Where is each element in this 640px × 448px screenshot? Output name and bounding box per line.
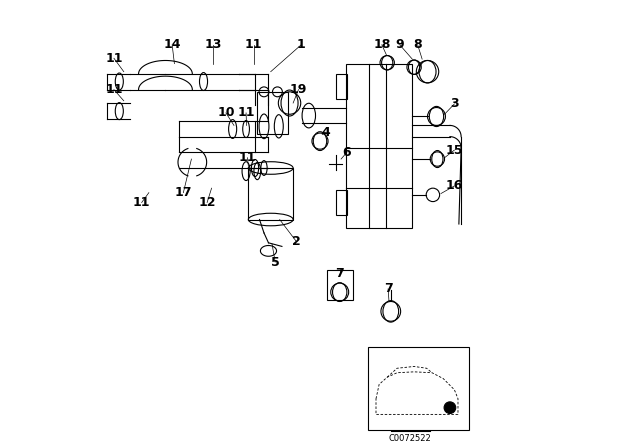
Text: 18: 18 bbox=[373, 38, 390, 52]
Text: 11: 11 bbox=[105, 52, 123, 65]
Bar bbox=[257, 92, 288, 134]
Text: 2: 2 bbox=[292, 235, 301, 249]
Text: 10: 10 bbox=[217, 106, 235, 120]
Bar bbox=[369, 347, 469, 430]
Text: 19: 19 bbox=[290, 83, 307, 96]
Text: 14: 14 bbox=[163, 38, 181, 52]
Bar bbox=[336, 74, 347, 99]
Text: 16: 16 bbox=[445, 179, 463, 193]
Text: 1: 1 bbox=[297, 38, 305, 52]
Text: 6: 6 bbox=[342, 146, 351, 159]
Text: 11: 11 bbox=[237, 106, 255, 120]
Bar bbox=[336, 190, 347, 215]
Bar bbox=[248, 168, 293, 220]
Text: 11: 11 bbox=[133, 196, 150, 209]
Text: 15: 15 bbox=[445, 143, 463, 157]
Text: 13: 13 bbox=[205, 38, 222, 52]
Text: 9: 9 bbox=[396, 38, 404, 52]
Text: 11: 11 bbox=[239, 151, 256, 164]
Text: 4: 4 bbox=[321, 125, 330, 139]
Text: 12: 12 bbox=[198, 196, 216, 209]
Text: 7: 7 bbox=[335, 267, 344, 280]
Text: 8: 8 bbox=[413, 38, 422, 52]
Text: C0072522: C0072522 bbox=[388, 434, 431, 443]
Text: 17: 17 bbox=[175, 186, 192, 199]
Text: 7: 7 bbox=[384, 282, 392, 296]
Text: 11: 11 bbox=[105, 83, 123, 96]
Circle shape bbox=[444, 402, 456, 414]
Text: 5: 5 bbox=[271, 255, 280, 269]
Bar bbox=[327, 270, 353, 300]
Text: 3: 3 bbox=[450, 97, 459, 111]
Text: 11: 11 bbox=[245, 38, 262, 52]
Bar bbox=[346, 64, 412, 228]
